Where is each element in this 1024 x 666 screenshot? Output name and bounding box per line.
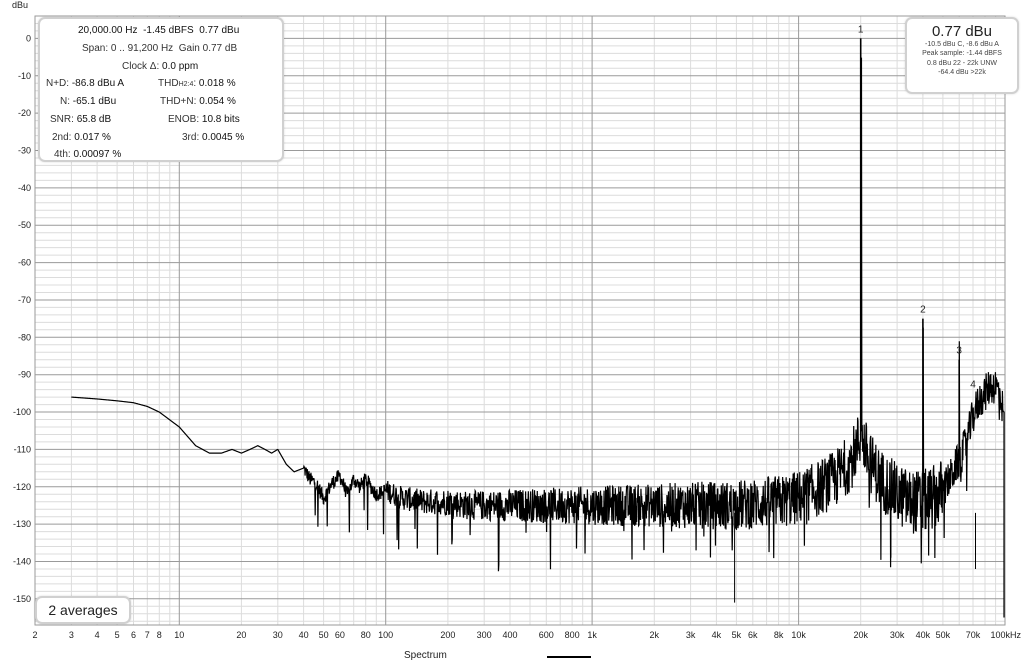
x-tick-label: 8	[157, 630, 162, 640]
y-tick-label: -90	[18, 370, 31, 380]
thdn-value: 0.054 %	[199, 96, 236, 107]
enob-value: 10.8 bits	[201, 114, 240, 125]
y-tick-label: -10	[18, 71, 31, 81]
y-tick-label: -20	[18, 108, 31, 118]
nd-value: -86.8 dBu A	[71, 78, 125, 89]
x-tick-label: 60	[335, 630, 345, 640]
plot-frame	[34, 15, 1006, 626]
h4-value: 0.00097 %	[73, 149, 122, 160]
x-tick-label: 4k	[712, 630, 722, 640]
level-panel: 0.77 dBu -10.5 dBu C, -8.6 dBu A Peak sa…	[905, 17, 1019, 94]
measurement-panel: 20,000.00 Hz -1.45 dBFS 0.77 dBu Span: 0…	[38, 17, 284, 162]
x-tick-label: 3k	[686, 630, 696, 640]
h2-value: 0.017 %	[74, 132, 111, 143]
x-tick-label: 8k	[774, 630, 784, 640]
x-tick-label: 5	[115, 630, 120, 640]
y-tick-label: -60	[18, 258, 31, 268]
y-tick-label: -100	[13, 407, 31, 417]
x-tick-label: 30	[273, 630, 283, 640]
snr-value: 65.8 dB	[76, 114, 112, 125]
x-tick-label: 40	[299, 630, 309, 640]
x-tick-label: 70k	[966, 630, 981, 640]
dbu-value: 0.77 dBu	[199, 25, 240, 36]
level-unweighted: 0.8 dBu 22 - 22k UNW	[926, 59, 998, 67]
clock-value: 0.0 ppm	[162, 61, 199, 72]
enob-label: ENOB:	[168, 114, 200, 125]
y-tick-label: -50	[18, 220, 31, 230]
legend-swatch	[547, 656, 591, 658]
x-tick-label: 20k	[853, 630, 868, 640]
h4-label: 4th:	[54, 149, 71, 160]
x-tick-label: 200	[440, 630, 455, 640]
thdn-label: THD+N:	[160, 96, 197, 107]
x-tick-label: 6	[131, 630, 136, 640]
level-peak-sample: Peak sample: -1.44 dBFS	[922, 50, 1002, 58]
x-tick-label: 800	[565, 630, 580, 640]
thd-value: 0.018 %	[198, 78, 236, 89]
x-tick-label: 20	[236, 630, 246, 640]
noise-value: -65.1 dBu	[72, 96, 117, 107]
x-tick-label: 10	[174, 630, 184, 640]
y-tick-label: 0	[26, 33, 31, 43]
clock-label: Clock Δ:	[122, 61, 160, 72]
level-weighted: -10.5 dBu C, -8.6 dBu A	[925, 41, 999, 48]
harmonic-label: 3	[956, 346, 962, 357]
thd-label: THD	[158, 78, 179, 89]
thd-colon: :	[193, 78, 197, 89]
harmonic-label: 1	[858, 24, 864, 35]
x-tick-label: 1k	[587, 630, 597, 640]
level-value: 0.77 dBu	[931, 23, 993, 40]
x-tick-label: 400	[502, 630, 517, 640]
h3-value: 0.0045 %	[202, 132, 245, 143]
freq-value: 20,000.00 Hz	[78, 25, 138, 36]
y-tick-label: -80	[18, 332, 31, 342]
x-tick-label: 50k	[936, 630, 951, 640]
dbfs-value: -1.45 dBFS	[143, 25, 194, 36]
level-above-22k: -64.4 dBu >22k	[938, 68, 986, 76]
y-tick-label: -70	[18, 295, 31, 305]
x-tick-label: 100kHz	[990, 630, 1021, 640]
y-tick-label: -30	[18, 146, 31, 156]
legend-label: Spectrum	[404, 650, 447, 661]
x-tick-label: 2k	[650, 630, 660, 640]
harmonic-label: 2	[920, 305, 926, 316]
x-tick-label: 30k	[890, 630, 905, 640]
y-tick-label: -130	[13, 519, 31, 529]
x-tick-label: 10k	[791, 630, 806, 640]
x-tick-label: 7	[145, 630, 150, 640]
y-tick-label: -40	[18, 183, 31, 193]
y-tick-label: -140	[13, 557, 31, 567]
x-tick-label: 300	[477, 630, 492, 640]
thd-sub-label: H2:4	[178, 81, 194, 88]
x-tick-label: 40k	[916, 630, 931, 640]
nd-label: N+D:	[46, 78, 70, 89]
y-tick-label: -110	[14, 444, 31, 454]
snr-label: SNR:	[50, 114, 74, 125]
y-tick-label: -120	[13, 482, 31, 492]
x-tick-label: 600	[539, 630, 554, 640]
x-tick-label: 80	[361, 630, 371, 640]
x-tick-label: 4	[95, 630, 100, 640]
x-tick-label: 5k	[732, 630, 742, 640]
harmonic-label: 4	[970, 379, 976, 390]
span-value: Span: 0 .. 91,200 Hz	[82, 43, 174, 54]
averages-badge[interactable]: 2 averages	[35, 596, 131, 624]
x-tick-label: 2	[32, 630, 37, 640]
noise-label: N:	[60, 96, 70, 107]
x-tick-label: 100	[378, 630, 393, 640]
h3-label: 3rd:	[182, 132, 200, 143]
x-tick-label: 50	[319, 630, 329, 640]
y-axis-label: dBu	[12, 0, 28, 10]
x-tick-label: 3	[69, 630, 74, 640]
y-tick-label: -150	[13, 594, 31, 604]
spectrum-trace	[71, 57, 1005, 618]
x-tick-label: 6k	[748, 630, 758, 640]
h2-label: 2nd:	[52, 132, 72, 143]
gain-value: Gain 0.77 dB	[178, 43, 238, 54]
